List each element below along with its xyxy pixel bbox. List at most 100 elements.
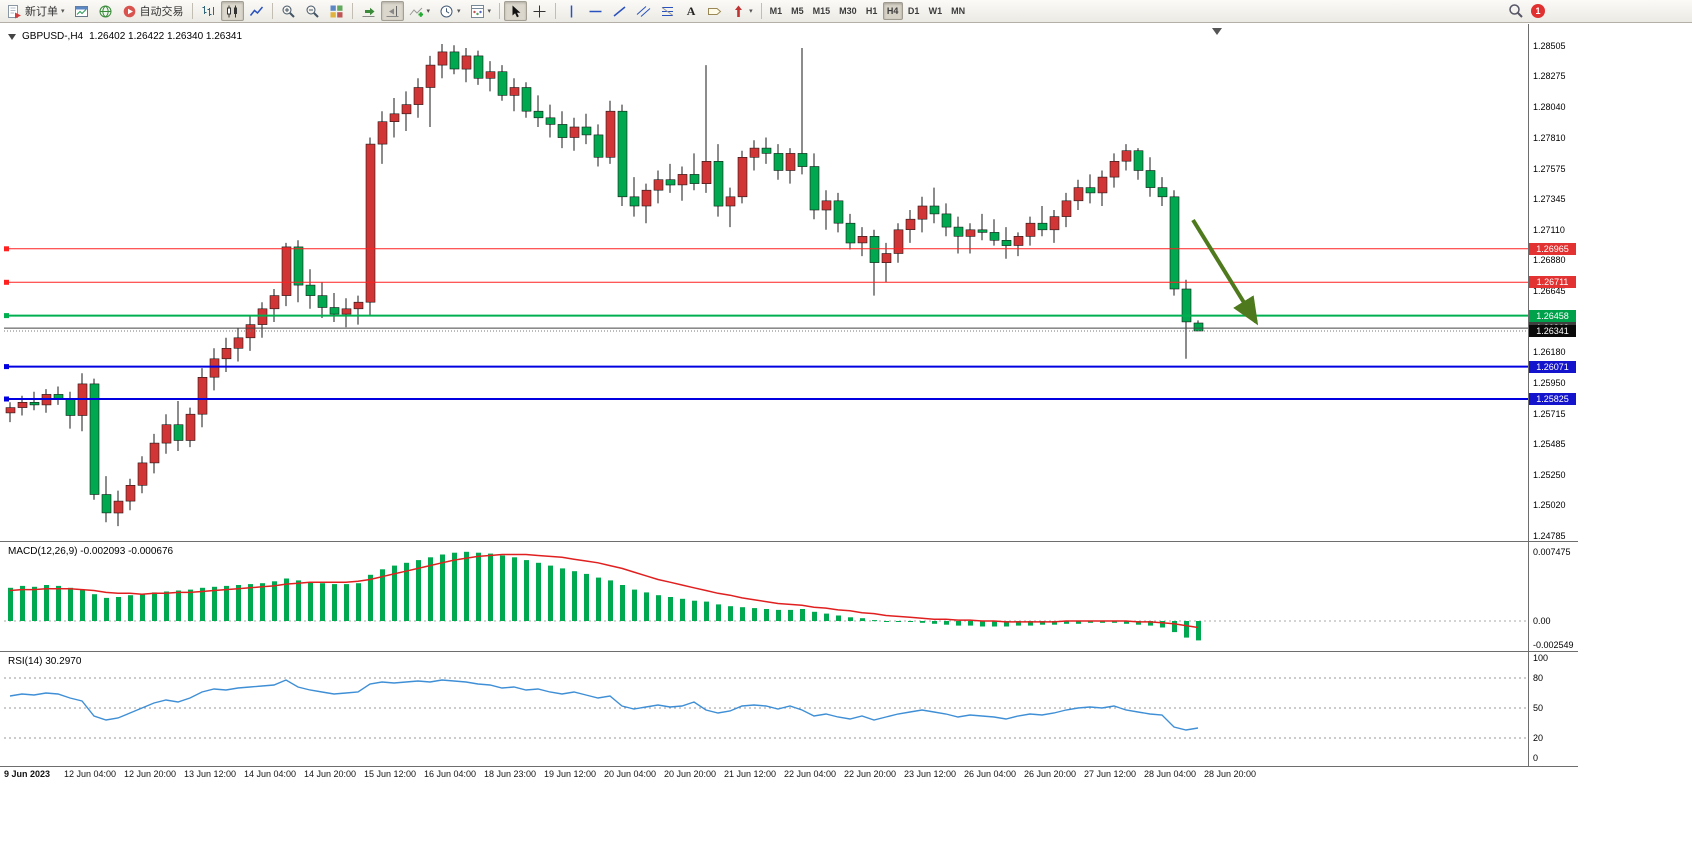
candle bbox=[197, 376, 208, 415]
chart-title: GBPUSD-,H4 1.26402 1.26422 1.26340 1.263… bbox=[8, 31, 242, 42]
candle bbox=[341, 308, 352, 315]
macd-bar bbox=[1172, 621, 1177, 633]
search-icon[interactable] bbox=[1508, 3, 1524, 19]
time-axis[interactable]: 9 Jun 2023 12 Jun 04:00 12 Jun 20:00 13 Jun… bbox=[4, 769, 1564, 784]
candlestick-chart-button[interactable] bbox=[220, 1, 244, 21]
candle bbox=[881, 253, 892, 263]
tf-m15-button[interactable]: M15 bbox=[812, 6, 831, 16]
auto-trading-button[interactable]: 自动交易 bbox=[118, 1, 188, 21]
macd-bar bbox=[368, 574, 373, 621]
candle bbox=[977, 229, 988, 233]
chart-ohlc-label: 1.26402 1.26422 1.26340 1.26341 bbox=[89, 31, 243, 42]
cursor-button[interactable] bbox=[504, 1, 528, 21]
channel-button[interactable] bbox=[632, 1, 655, 21]
panel-divider[interactable] bbox=[0, 651, 1578, 652]
macd-bar bbox=[932, 621, 937, 624]
templates-button[interactable]: ▾ bbox=[466, 1, 496, 21]
time-label: 20 Jun 04:00 bbox=[604, 769, 657, 779]
tf-mn-button[interactable]: MN bbox=[951, 6, 966, 16]
new-chart-button[interactable] bbox=[70, 1, 93, 21]
macd-bar bbox=[872, 620, 877, 622]
tf-h1-button[interactable]: H1 bbox=[865, 6, 878, 16]
new-order-button[interactable]: 新订单 ▾ bbox=[3, 1, 69, 21]
macd-bar bbox=[512, 557, 517, 621]
crosshair-button[interactable] bbox=[528, 1, 551, 21]
time-label: 16 Jun 04:00 bbox=[424, 769, 477, 779]
candle bbox=[1109, 161, 1120, 178]
time-label: 22 Jun 04:00 bbox=[784, 769, 837, 779]
vertical-line-icon bbox=[564, 4, 579, 19]
trendline-button[interactable] bbox=[608, 1, 631, 21]
macd-bar bbox=[788, 609, 793, 621]
macd-bar bbox=[944, 621, 949, 625]
macd-bar bbox=[728, 606, 733, 621]
macd-bar bbox=[476, 552, 481, 621]
candle bbox=[305, 284, 316, 296]
time-axis-border bbox=[0, 766, 1578, 767]
macd-bar bbox=[380, 569, 385, 621]
toolbar-separator bbox=[555, 3, 557, 19]
rsi-panel[interactable] bbox=[4, 653, 1528, 765]
axis-tick: 1.28275 bbox=[1533, 71, 1566, 82]
horizontal-line-button[interactable] bbox=[584, 1, 607, 21]
candle bbox=[749, 147, 760, 158]
macd-bar bbox=[464, 551, 469, 621]
panel-divider[interactable] bbox=[0, 541, 1578, 542]
zoom-out-button[interactable] bbox=[301, 1, 324, 21]
macd-bar bbox=[560, 568, 565, 621]
time-label: 15 Jun 12:00 bbox=[364, 769, 417, 779]
tile-windows-button[interactable] bbox=[325, 1, 348, 21]
price-tag: 1.25825 bbox=[1529, 393, 1576, 405]
tf-w1-button[interactable]: W1 bbox=[928, 6, 943, 16]
candle bbox=[689, 174, 700, 184]
auto-trading-icon bbox=[122, 4, 137, 19]
candles bbox=[5, 44, 1204, 527]
candle bbox=[281, 246, 292, 296]
arrows-tool-button[interactable]: ▾ bbox=[727, 1, 757, 21]
candle bbox=[569, 126, 580, 138]
arrow-annotation bbox=[1191, 218, 1259, 326]
chart-shift-marker[interactable] bbox=[1212, 28, 1222, 35]
tf-m30-button[interactable]: M30 bbox=[839, 6, 857, 16]
notification-badge[interactable]: 1 bbox=[1531, 4, 1545, 18]
price-axis[interactable]: 1.28505 1.28275 1.28040 1.27810 1.27575 1.273… bbox=[1529, 0, 1591, 800]
axis-tick: 20 bbox=[1533, 733, 1544, 743]
macd-bar bbox=[80, 589, 85, 621]
macd-bar bbox=[992, 621, 997, 627]
macd-panel[interactable] bbox=[4, 543, 1528, 650]
zoom-in-button[interactable] bbox=[277, 1, 300, 21]
macd-bar bbox=[68, 587, 73, 621]
macd-bar bbox=[824, 613, 829, 621]
periods-button[interactable]: ▾ bbox=[435, 1, 465, 21]
chart-menu-icon bbox=[8, 33, 16, 40]
auto-scroll-button[interactable] bbox=[357, 1, 380, 21]
candle bbox=[317, 295, 328, 308]
new-chart-icon bbox=[74, 4, 89, 19]
tf-m5-button[interactable]: M5 bbox=[791, 6, 804, 16]
indicators-button[interactable]: ▾ bbox=[405, 1, 435, 21]
bar-chart-button[interactable] bbox=[197, 1, 220, 21]
macd-bar bbox=[200, 587, 205, 621]
candle bbox=[461, 55, 472, 70]
chart-shift-button[interactable] bbox=[380, 1, 404, 21]
fibonacci-button[interactable] bbox=[656, 1, 679, 21]
tf-m1-button[interactable]: M1 bbox=[769, 6, 783, 16]
candle bbox=[677, 174, 688, 186]
profiles-button[interactable] bbox=[94, 1, 117, 21]
tf-h4-button[interactable]: H4 bbox=[882, 2, 903, 20]
time-label: 23 Jun 12:00 bbox=[904, 769, 957, 779]
macd-bar bbox=[452, 552, 457, 621]
text-label-button[interactable] bbox=[703, 1, 726, 21]
vertical-line-button[interactable] bbox=[560, 1, 583, 21]
macd-bar bbox=[1196, 621, 1201, 641]
macd-bar bbox=[308, 582, 313, 621]
text-tool-button[interactable]: A bbox=[680, 1, 702, 21]
tf-d1-button[interactable]: D1 bbox=[907, 6, 920, 16]
main-chart[interactable] bbox=[4, 28, 1528, 541]
channel-icon bbox=[636, 4, 651, 19]
axis-tick: 1.25020 bbox=[1533, 500, 1566, 511]
time-label: 14 Jun 04:00 bbox=[244, 769, 297, 779]
macd-bar bbox=[260, 583, 265, 621]
line-chart-button[interactable] bbox=[245, 1, 268, 21]
candle bbox=[821, 200, 832, 211]
